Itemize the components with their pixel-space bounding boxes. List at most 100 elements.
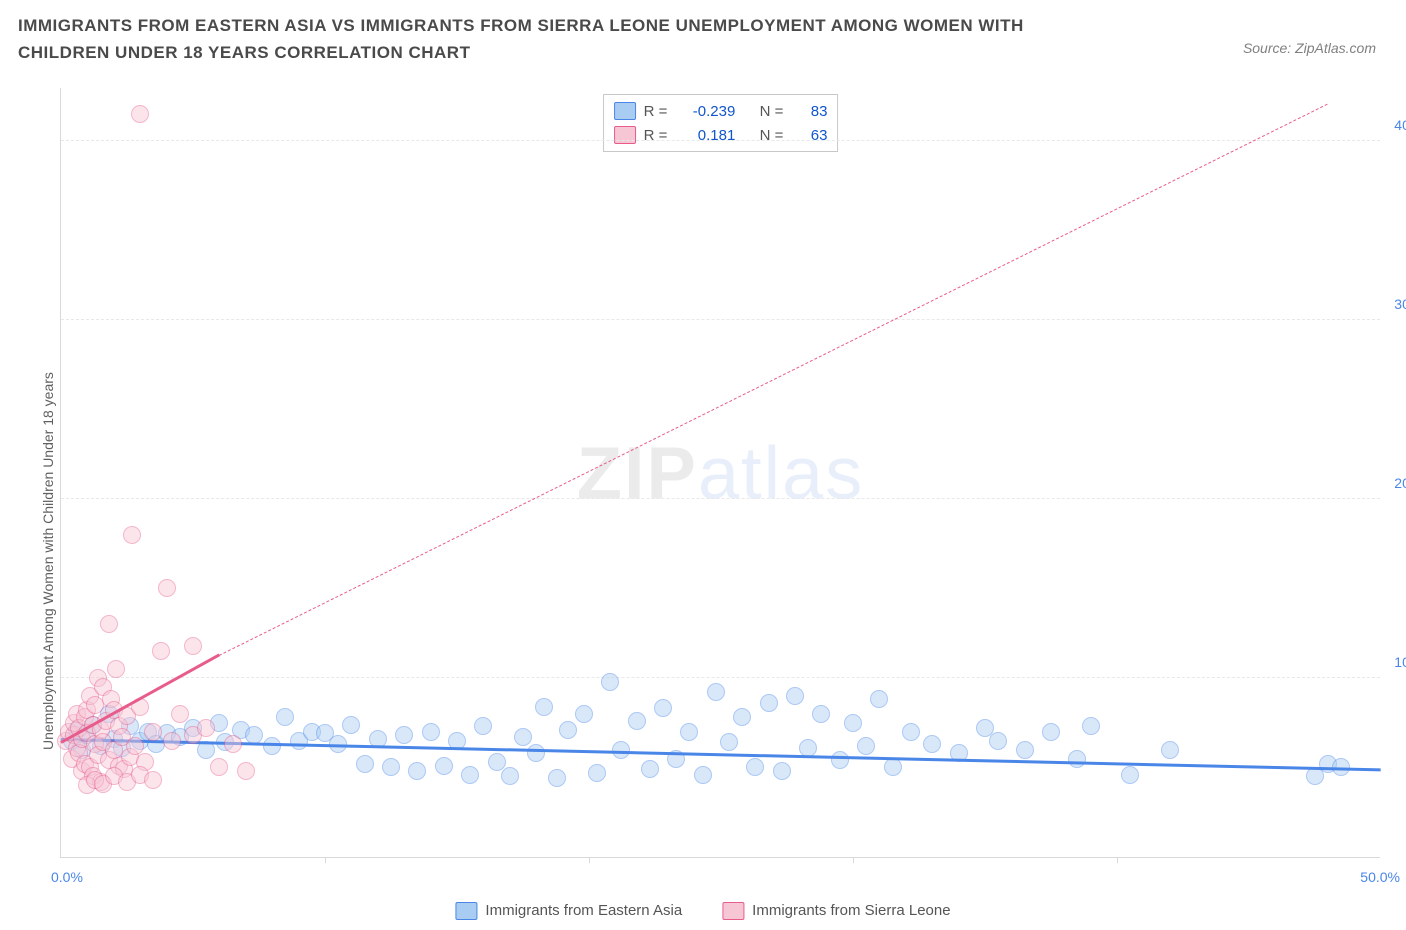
data-point [237,762,255,780]
data-point [857,737,875,755]
x-minor-tick [589,857,590,863]
y-tick-label: 40.0% [1384,117,1406,133]
data-point [488,753,506,771]
data-point [831,751,849,769]
data-point [163,732,181,750]
data-point [559,721,577,739]
legend-item: Immigrants from Sierra Leone [722,902,950,920]
data-point [276,708,294,726]
data-point [107,660,125,678]
data-point [1121,766,1139,784]
legend-r-value: 0.181 [675,127,735,144]
data-point [144,723,162,741]
data-point [527,744,545,762]
data-point [501,767,519,785]
correlation-legend: R = -0.239 N = 83 R = 0.181 N = 63 [603,94,839,152]
legend-swatch [722,902,744,920]
data-point [720,733,738,751]
chart-plot-area: ZIPatlas R = -0.239 N = 83 R = 0.181 N = 63 0… [60,88,1380,858]
data-point [356,755,374,773]
x-tick-min: 0.0% [51,869,83,885]
data-point [123,526,141,544]
data-point [844,714,862,732]
y-tick-label: 20.0% [1384,475,1406,491]
x-tick-max: 50.0% [1360,869,1400,885]
data-point [641,760,659,778]
data-point [707,683,725,701]
gridline [61,140,1380,141]
data-point [575,705,593,723]
legend-n-label: N = [760,127,784,144]
data-point [786,687,804,705]
legend-swatch [455,902,477,920]
data-point [224,735,242,753]
legend-r-label: R = [644,127,668,144]
x-minor-tick [853,857,854,863]
data-point [382,758,400,776]
data-point [799,739,817,757]
data-point [902,723,920,741]
data-point [158,579,176,597]
data-point [144,771,162,789]
data-point [760,694,778,712]
gridline [61,319,1380,320]
data-point [612,741,630,759]
data-point [474,717,492,735]
data-point [197,719,215,737]
x-minor-tick [325,857,326,863]
data-point [654,699,672,717]
legend-label: Immigrants from Sierra Leone [752,902,950,919]
data-point [1161,741,1179,759]
gridline [61,498,1380,499]
data-point [131,105,149,123]
data-point [1042,723,1060,741]
legend-n-value: 83 [797,103,827,120]
data-point [1082,717,1100,735]
x-minor-tick [1117,857,1118,863]
data-point [395,726,413,744]
legend-row: R = -0.239 N = 83 [614,99,828,123]
data-point [184,637,202,655]
legend-item: Immigrants from Eastern Asia [455,902,682,920]
legend-n-label: N = [760,103,784,120]
data-point [746,758,764,776]
data-point [548,769,566,787]
source-attribution: Source: ZipAtlas.com [1243,40,1376,56]
chart-title: IMMIGRANTS FROM EASTERN ASIA VS IMMIGRAN… [18,12,1098,66]
data-point [535,698,553,716]
data-point [588,764,606,782]
gridline [61,677,1380,678]
legend-r-value: -0.239 [675,103,735,120]
data-point [773,762,791,780]
data-point [342,716,360,734]
data-point [1016,741,1034,759]
legend-row: R = 0.181 N = 63 [614,123,828,147]
watermark: ZIPatlas [577,430,864,515]
data-point [100,615,118,633]
series-legend: Immigrants from Eastern Asia Immigrants f… [455,902,950,920]
legend-r-label: R = [644,103,668,120]
legend-swatch [614,126,636,144]
y-axis-label: Unemployment Among Women with Children U… [40,372,56,750]
data-point [884,758,902,776]
y-tick-label: 30.0% [1384,296,1406,312]
data-point [812,705,830,723]
data-point [733,708,751,726]
data-point [870,690,888,708]
data-point [171,705,189,723]
trend-line [219,104,1328,656]
y-tick-label: 10.0% [1384,654,1406,670]
data-point [694,766,712,784]
legend-label: Immigrants from Eastern Asia [485,902,682,919]
data-point [435,757,453,775]
data-point [422,723,440,741]
data-point [680,723,698,741]
legend-swatch [614,102,636,120]
data-point [210,758,228,776]
data-point [1068,750,1086,768]
data-point [601,673,619,691]
legend-n-value: 63 [797,127,827,144]
data-point [923,735,941,753]
data-point [628,712,646,730]
data-point [461,766,479,784]
